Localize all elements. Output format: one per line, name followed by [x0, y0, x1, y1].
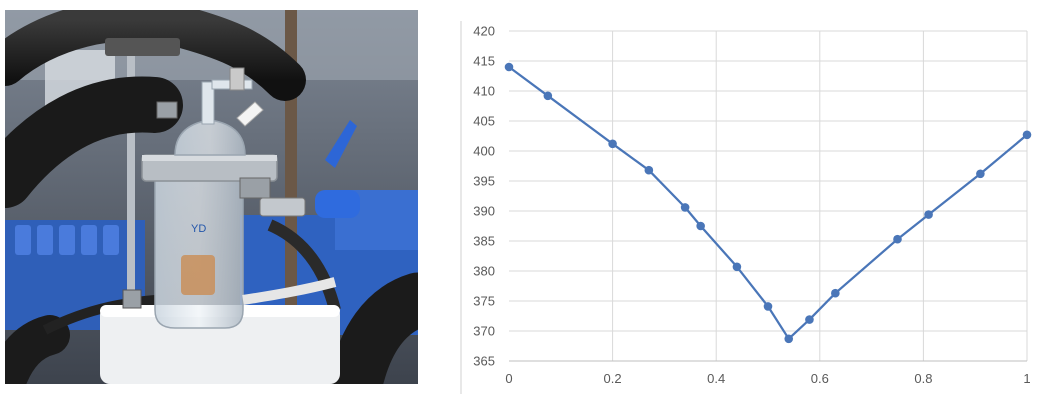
- y-tick-label: 415: [473, 54, 495, 69]
- y-tick-label: 400: [473, 144, 495, 159]
- support-rod-left: [127, 10, 135, 320]
- y-tick-label: 365: [473, 354, 495, 369]
- data-point: [763, 302, 773, 311]
- insulated-hose-bottom-left: [5, 315, 70, 384]
- y-tick-label: 395: [473, 174, 495, 189]
- series-lines: [508, 66, 1028, 340]
- reactor-vessel: [154, 179, 244, 329]
- flange-highlight: [142, 155, 277, 161]
- x-tick-label: 0.6: [811, 371, 829, 386]
- insulated-hose-bottom-right: [327, 272, 418, 384]
- data-point: [924, 210, 933, 219]
- data-point: [504, 62, 514, 72]
- axes: [460, 21, 1027, 394]
- side-clamp: [259, 197, 306, 217]
- catalyst-sample: [181, 255, 215, 295]
- top-boss-head: [105, 38, 180, 56]
- y-tick-label: 375: [473, 294, 495, 309]
- flange-clamp: [239, 177, 271, 199]
- data-point: [784, 334, 794, 344]
- rod-clamp-top: [156, 101, 178, 119]
- chart-panel: 365 370 375 380 385 390 395 400 405 410 415 420 0 0.…: [445, 0, 1037, 394]
- apparatus-photo: YD: [5, 10, 418, 384]
- blue-knob: [315, 190, 360, 218]
- septum-port: [236, 101, 264, 127]
- y-tick-label: 370: [473, 324, 495, 339]
- data-point: [644, 165, 654, 175]
- y-tick-label: 390: [473, 204, 495, 219]
- y-tick-label: 405: [473, 114, 495, 129]
- data-point: [1022, 130, 1032, 140]
- data-point: [805, 315, 814, 324]
- insulated-hose-top: [5, 10, 306, 101]
- y-tick-label: 380: [473, 264, 495, 279]
- gas-inlet-port: [201, 81, 215, 125]
- stirrer-plate: [100, 305, 340, 384]
- data-point: [831, 288, 840, 298]
- jar-label: YD: [191, 223, 206, 235]
- x-tick-label: 0.4: [707, 371, 725, 386]
- rod-clamp-bottom: [122, 289, 142, 309]
- series-line: [508, 66, 1028, 340]
- line-chart: 365 370 375 380 385 390 395 400 405 410 415 420 0 0.…: [460, 21, 1032, 394]
- y-tick-label: 410: [473, 84, 495, 99]
- vials-row: [15, 225, 119, 255]
- gridlines: [509, 30, 1028, 361]
- y-tick-label: 385: [473, 234, 495, 249]
- data-point: [732, 262, 742, 272]
- x-tick-labels: 0 0.2 0.4 0.6 0.8 1: [505, 371, 1030, 386]
- y-tick-label: 420: [473, 24, 495, 39]
- y-tick-labels: 365 370 375 380 385 390 395 400 405 410 415 420: [473, 24, 495, 369]
- data-point: [680, 203, 690, 212]
- x-tick-label: 0.8: [914, 371, 932, 386]
- x-tick-label: 0.2: [604, 371, 622, 386]
- hose-clip: [229, 67, 245, 91]
- apparatus-illustration: YD: [5, 10, 418, 384]
- data-point: [543, 91, 553, 101]
- white-tube: [242, 277, 337, 305]
- data-point: [893, 234, 902, 244]
- series-markers: [504, 62, 1032, 344]
- data-point: [696, 221, 705, 231]
- insulated-hose-left: [5, 76, 183, 208]
- thin-tube-right: [267, 219, 341, 312]
- data-point: [976, 169, 985, 179]
- x-tick-label: 1: [1023, 371, 1030, 386]
- data-point: [608, 139, 617, 149]
- blue-clamp: [325, 120, 357, 168]
- x-tick-label: 0: [505, 371, 512, 386]
